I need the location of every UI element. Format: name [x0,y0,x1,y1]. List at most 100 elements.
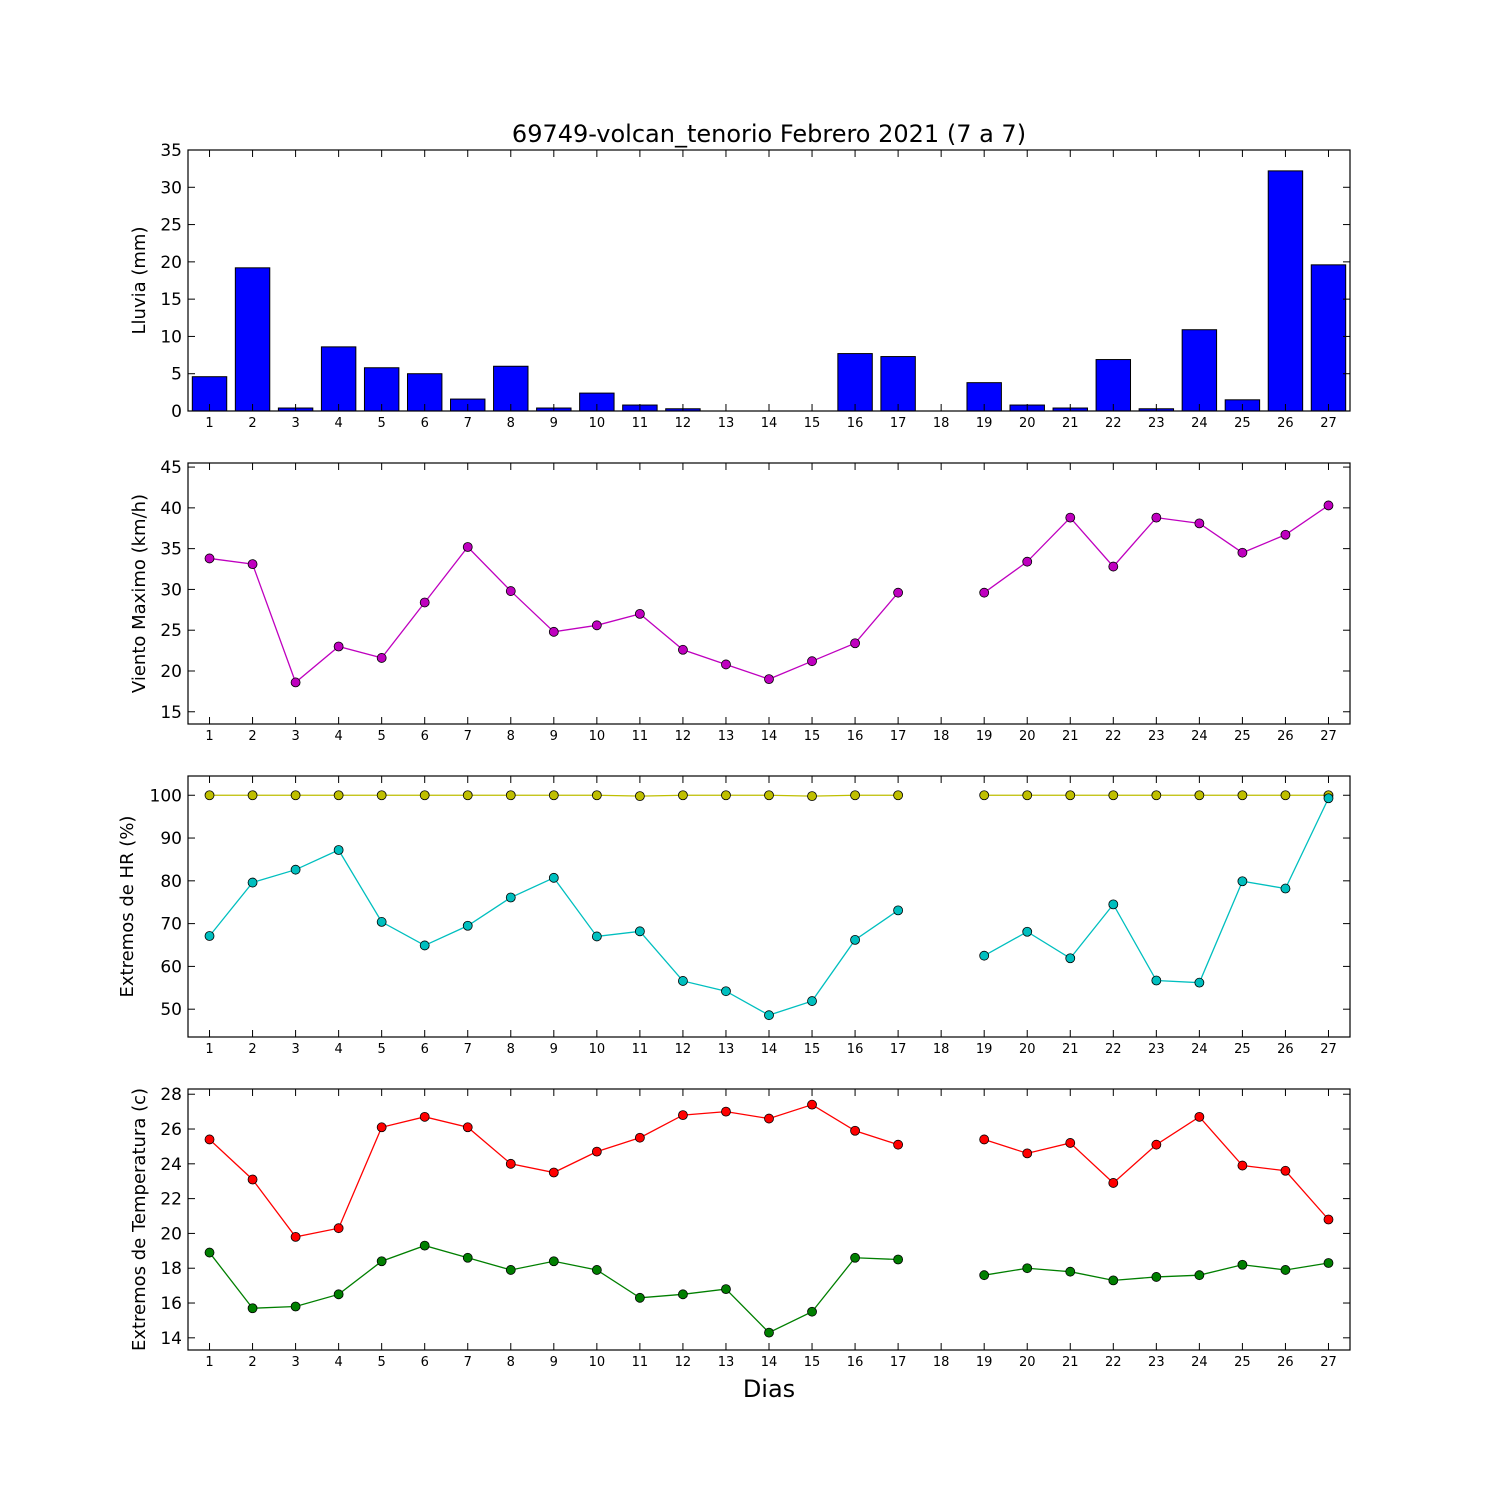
point-s1-day-8 [505,586,516,596]
point-s1-day-1 [204,553,215,564]
point-s2-day-9 [548,872,559,883]
bar-day-26 [1267,170,1304,412]
point-s1-day-20 [1022,1148,1033,1159]
y-tick-label: 30 [160,178,182,198]
point-s1-day-1 [204,790,215,801]
x-tick-label: 21 [1062,729,1079,744]
x-tick-label: 25 [1234,1355,1251,1370]
point-s1-day-23 [1151,790,1162,801]
x-tick-label: 17 [890,1355,907,1370]
x-tick-label: 19 [976,1042,993,1057]
point-s1-day-21 [1065,790,1076,801]
point-s1-day-4 [333,1223,344,1234]
y-tick-label: 60 [160,957,182,977]
x-tick-label: 18 [933,729,950,744]
point-s1-day-21 [1065,1138,1076,1148]
x-tick-label: 7 [464,1042,472,1057]
point-s1-day-17 [893,790,904,801]
y-tick-label: 80 [160,872,182,892]
x-tick-label: 12 [675,416,692,431]
point-s1-day-11 [634,1132,645,1143]
x-tick-label: 20 [1019,729,1036,744]
point-s2-day-8 [505,892,516,903]
y-tick-label: 25 [160,216,182,236]
y-tick-label: 25 [160,621,182,641]
point-s1-day-15 [807,1099,817,1110]
x-tick-label: 2 [248,1355,256,1370]
x-tick-label: 27 [1320,729,1337,744]
point-s1-day-13 [721,1106,731,1117]
plot-frame [187,149,1351,412]
point-s2-day-11 [634,1292,645,1303]
y-tick-label: 26 [160,1120,182,1140]
point-s1-day-4 [333,790,344,801]
point-s2-day-25 [1237,1259,1248,1270]
x-tick-label: 16 [847,416,864,431]
point-s2-day-5 [376,1256,387,1267]
y-tick-label: 10 [160,327,182,347]
point-s1-day-26 [1280,790,1291,801]
point-s1-day-6 [419,790,430,801]
bar-day-22 [1095,359,1132,412]
point-s2-day-26 [1280,1265,1291,1275]
plot-frame [187,462,1351,725]
y-tick-label: 0 [171,402,182,422]
point-s1-day-12 [678,790,688,801]
x-tick-label: 21 [1062,1042,1079,1057]
point-s2-day-21 [1065,1266,1076,1277]
x-tick-label: 21 [1062,416,1079,431]
point-s1-day-19 [979,790,990,801]
x-tick-label: 22 [1105,729,1122,744]
point-s1-day-25 [1237,790,1248,801]
x-tick-label: 24 [1191,1355,1208,1370]
point-s1-day-23 [1151,512,1162,523]
x-tick-label: 27 [1320,1355,1337,1370]
point-s1-day-5 [376,1122,387,1133]
point-s2-day-8 [505,1265,516,1275]
x-tick-label: 26 [1277,729,1294,744]
x-tick-label: 22 [1105,1355,1122,1370]
point-s1-day-3 [290,790,301,801]
x-tick-label: 6 [421,416,429,431]
point-s1-day-22 [1108,790,1119,801]
point-s1-day-22 [1108,561,1119,572]
bar-day-17 [880,356,916,412]
x-axis-label: Dias [743,1375,795,1403]
x-tick-label: 25 [1234,1042,1251,1057]
y-tick-label: 5 [171,365,182,385]
point-s1-day-14 [764,790,774,801]
bar-day-4 [320,346,357,412]
x-tick-label: 26 [1277,416,1294,431]
y-tick-label: 45 [160,458,182,478]
x-tick-label: 14 [761,729,778,744]
x-tick-label: 23 [1148,1355,1165,1370]
x-tick-label: 17 [890,416,907,431]
bar-day-8 [493,365,529,412]
series-line-2 [209,1244,1329,1334]
x-tick-label: 4 [334,1355,342,1370]
y-axis-label: Extremos de Temperatura (c) [129,1088,150,1351]
point-s1-day-2 [247,790,258,801]
y-tick-label: 100 [150,786,182,806]
x-tick-label: 26 [1277,1042,1294,1057]
point-s2-day-24 [1194,977,1205,988]
x-tick-label: 12 [675,1042,692,1057]
x-tick-label: 27 [1320,1042,1337,1057]
plot-frame [187,1088,1351,1351]
y-tick-label: 24 [160,1155,182,1175]
x-tick-label: 15 [804,1042,821,1057]
point-s1-day-8 [505,1158,516,1169]
y-tick-label: 15 [160,703,182,723]
point-s2-day-22 [1108,1275,1119,1286]
point-s1-day-4 [333,641,344,652]
point-s1-day-9 [548,626,559,637]
point-s2-day-26 [1280,883,1291,894]
x-tick-label: 10 [589,416,606,431]
x-tick-label: 9 [550,416,558,431]
x-tick-label: 20 [1019,416,1036,431]
point-s1-day-14 [764,674,774,685]
x-tick-label: 23 [1148,416,1165,431]
x-tick-label: 10 [589,1355,606,1370]
